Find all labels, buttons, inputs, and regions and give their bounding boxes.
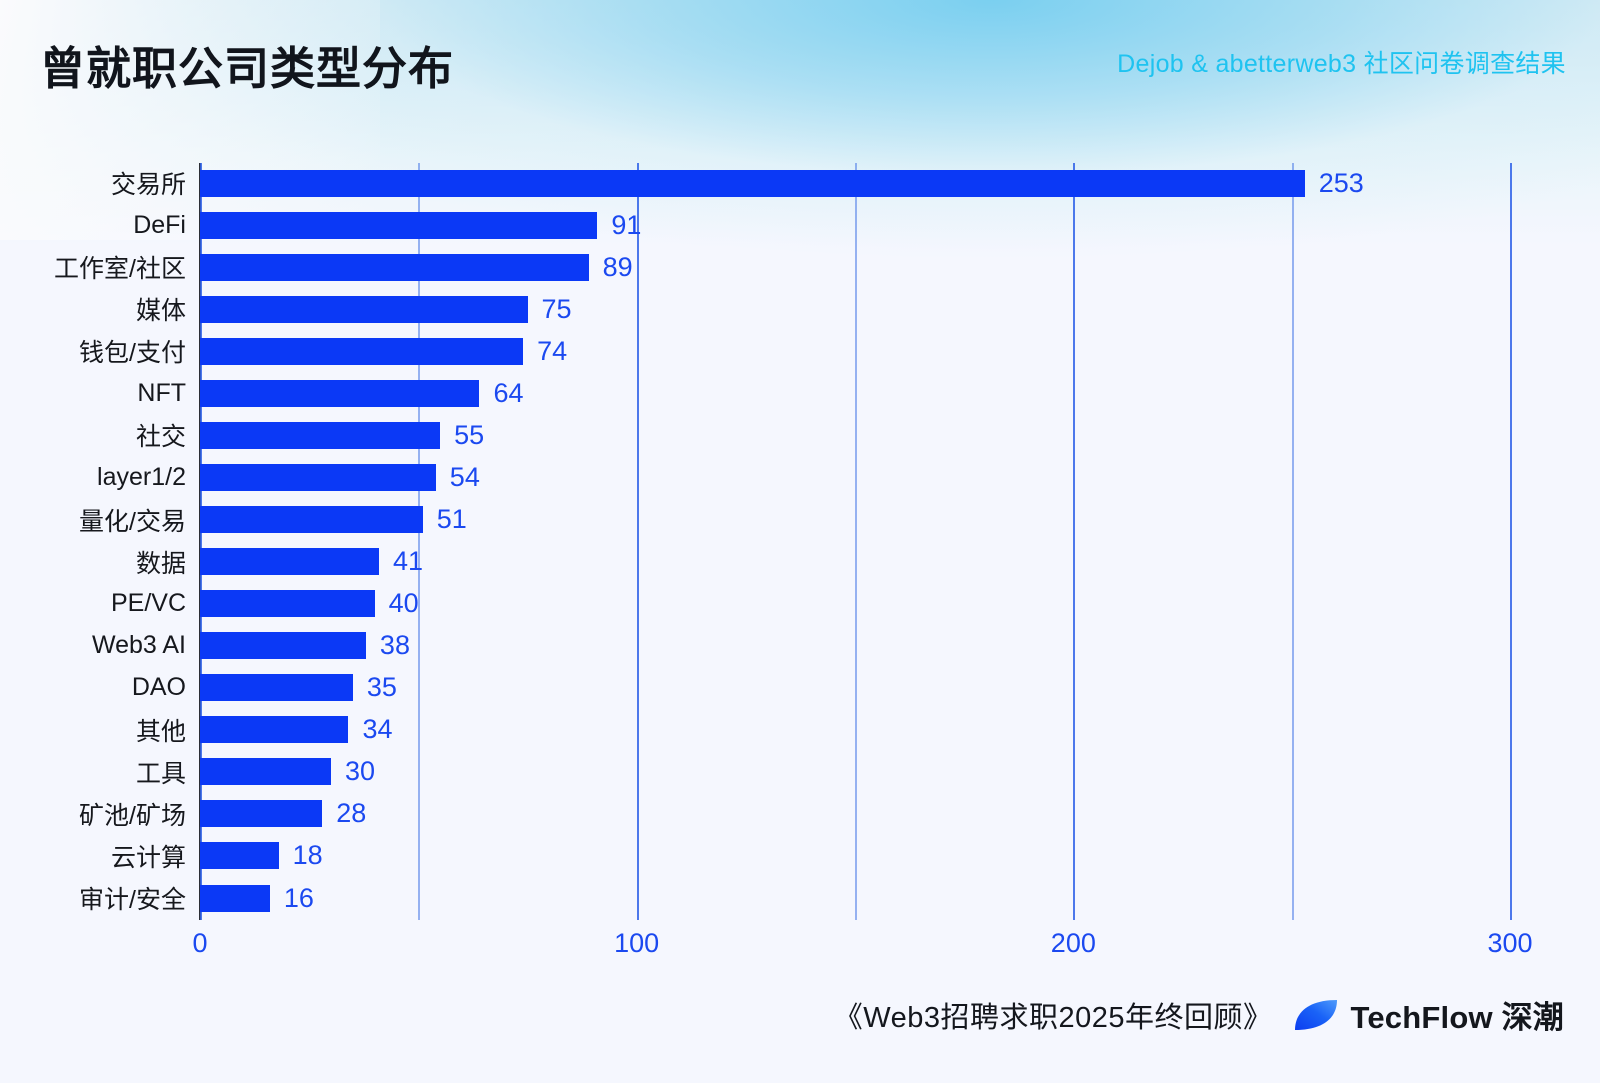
bar-row[interactable]: 30 bbox=[200, 752, 1510, 792]
gridline bbox=[636, 163, 639, 920]
bar[interactable] bbox=[200, 379, 480, 407]
bar-row[interactable]: 91 bbox=[200, 205, 1510, 245]
y-axis-category-label: 钱包/支付 bbox=[79, 339, 186, 368]
bar-value-label: 64 bbox=[493, 377, 524, 408]
y-axis-category-label: 工作室/社区 bbox=[54, 255, 186, 284]
y-axis-category-label: layer1/2 bbox=[97, 462, 186, 491]
bar-row[interactable]: 89 bbox=[200, 247, 1510, 287]
y-axis-category-label: 其他 bbox=[135, 717, 186, 746]
bar[interactable] bbox=[200, 590, 375, 618]
gridline bbox=[1073, 163, 1076, 920]
bar-row[interactable]: 18 bbox=[200, 836, 1510, 876]
bar-value-label: 34 bbox=[362, 714, 393, 745]
bar[interactable] bbox=[200, 421, 441, 449]
bar[interactable] bbox=[200, 211, 598, 239]
chart-footer: 《Web3招聘求职2025年终回顾》 TechFlow 深潮 bbox=[834, 992, 1564, 1037]
y-axis-category-label: 媒体 bbox=[135, 297, 186, 326]
y-axis-category-label: 社交 bbox=[135, 423, 186, 452]
x-axis-tick-label: 100 bbox=[614, 928, 660, 958]
y-axis-category-label: PE/VC bbox=[110, 589, 186, 618]
bar-row[interactable]: 55 bbox=[200, 415, 1510, 455]
y-axis-category-label: 交易所 bbox=[110, 171, 186, 200]
gridline bbox=[855, 163, 857, 920]
y-axis-category-label: 量化/交易 bbox=[79, 507, 186, 536]
bar[interactable] bbox=[200, 506, 423, 534]
bar[interactable] bbox=[200, 169, 1305, 197]
bar-row[interactable]: 54 bbox=[200, 457, 1510, 497]
bar-value-label: 74 bbox=[537, 335, 568, 366]
gridline bbox=[1510, 163, 1512, 920]
bar[interactable] bbox=[200, 253, 589, 281]
bar[interactable] bbox=[200, 842, 279, 870]
y-axis-category-label: Web3 AI bbox=[91, 631, 186, 660]
bar[interactable] bbox=[200, 716, 349, 744]
bar[interactable] bbox=[200, 463, 436, 491]
x-axis-tick-label: 200 bbox=[1050, 928, 1096, 958]
page-title: 曾就职公司类型分布 bbox=[40, 43, 455, 94]
bar[interactable] bbox=[200, 758, 331, 786]
bar-row[interactable]: 38 bbox=[200, 626, 1510, 666]
bar-value-label: 18 bbox=[292, 840, 323, 871]
bar[interactable] bbox=[200, 632, 366, 660]
y-axis-category-label: NFT bbox=[137, 378, 186, 407]
bar-value-label: 51 bbox=[436, 504, 467, 535]
brand-lockup: TechFlow 深潮 bbox=[1293, 992, 1564, 1037]
bar-value-label: 16 bbox=[283, 882, 314, 913]
bar-value-label: 35 bbox=[366, 672, 397, 703]
bar-value-label: 28 bbox=[336, 798, 367, 829]
bar-value-label: 75 bbox=[541, 293, 572, 324]
gridline bbox=[200, 163, 202, 920]
report-caption: 《Web3招聘求职2025年终回顾》 bbox=[833, 1001, 1273, 1034]
bar-value-label: 253 bbox=[1318, 167, 1364, 198]
gridline bbox=[418, 163, 421, 920]
bar[interactable] bbox=[200, 337, 524, 365]
x-axis-tick-label: 300 bbox=[1487, 928, 1533, 958]
bar-row[interactable]: 74 bbox=[200, 331, 1510, 371]
bar[interactable] bbox=[200, 674, 353, 702]
bar-row[interactable]: 34 bbox=[200, 710, 1510, 750]
bar-value-label: 91 bbox=[611, 209, 642, 240]
survey-source-label: Dejob & abetterweb3 社区问卷调查结果 bbox=[1117, 50, 1566, 78]
bar-row[interactable]: 35 bbox=[200, 668, 1510, 708]
bar-value-label: 38 bbox=[379, 630, 410, 661]
bar[interactable] bbox=[200, 295, 528, 323]
bar[interactable] bbox=[200, 884, 270, 912]
y-axis-category-label: 云计算 bbox=[110, 843, 186, 872]
bar-row[interactable]: 40 bbox=[200, 584, 1510, 624]
gridline bbox=[1291, 163, 1294, 920]
y-axis-category-label: 数据 bbox=[135, 549, 186, 578]
bars-group: 253 91 89 75 74 64 55 54 51 41 40 38 35 34 30 28 18 16 bbox=[200, 163, 1510, 920]
bar[interactable] bbox=[200, 800, 323, 828]
x-axis-tick-label: 0 bbox=[192, 928, 208, 958]
bar-value-label: 54 bbox=[449, 461, 480, 492]
bar-row[interactable]: 16 bbox=[200, 878, 1510, 918]
y-axis-category-label: DAO bbox=[131, 673, 186, 702]
y-axis-category-label: DeFi bbox=[133, 210, 186, 239]
bar-row[interactable]: 28 bbox=[200, 794, 1510, 834]
x-axis-labels: 0 100 200 300 bbox=[192, 920, 1532, 970]
bar-value-label: 30 bbox=[345, 756, 376, 787]
y-axis-labels: 交易所 DeFi 工作室/社区媒体钱包/支付 NFT 社交 layer1/2 量化/交易数据… bbox=[0, 163, 186, 920]
brand-name: TechFlow 深潮 bbox=[1350, 1000, 1564, 1035]
bar-value-label: 40 bbox=[388, 588, 419, 619]
bar-value-label: 41 bbox=[393, 546, 424, 577]
y-axis-category-label: 工具 bbox=[135, 759, 186, 788]
bar-row[interactable]: 41 bbox=[200, 542, 1510, 582]
bar-row[interactable]: 75 bbox=[200, 289, 1510, 329]
bar-row[interactable]: 64 bbox=[200, 373, 1510, 413]
y-axis-category-label: 审计/安全 bbox=[79, 886, 186, 915]
techflow-leaf-logo-icon bbox=[1294, 999, 1337, 1030]
bar-value-label: 89 bbox=[602, 251, 633, 282]
chart-header: 曾就职公司类型分布 Dejob & abetterweb3 社区问卷调查结果 bbox=[0, 0, 1600, 130]
bar[interactable] bbox=[200, 548, 380, 576]
bar-row[interactable]: 253 bbox=[200, 163, 1510, 203]
plot-region: 253 91 89 75 74 64 55 54 51 41 40 38 35 34 30 28 18 16 bbox=[200, 163, 1512, 920]
bar-row[interactable]: 51 bbox=[200, 499, 1510, 539]
bar-value-label: 55 bbox=[454, 419, 485, 450]
y-axis-category-label: 矿池/矿场 bbox=[79, 801, 186, 830]
